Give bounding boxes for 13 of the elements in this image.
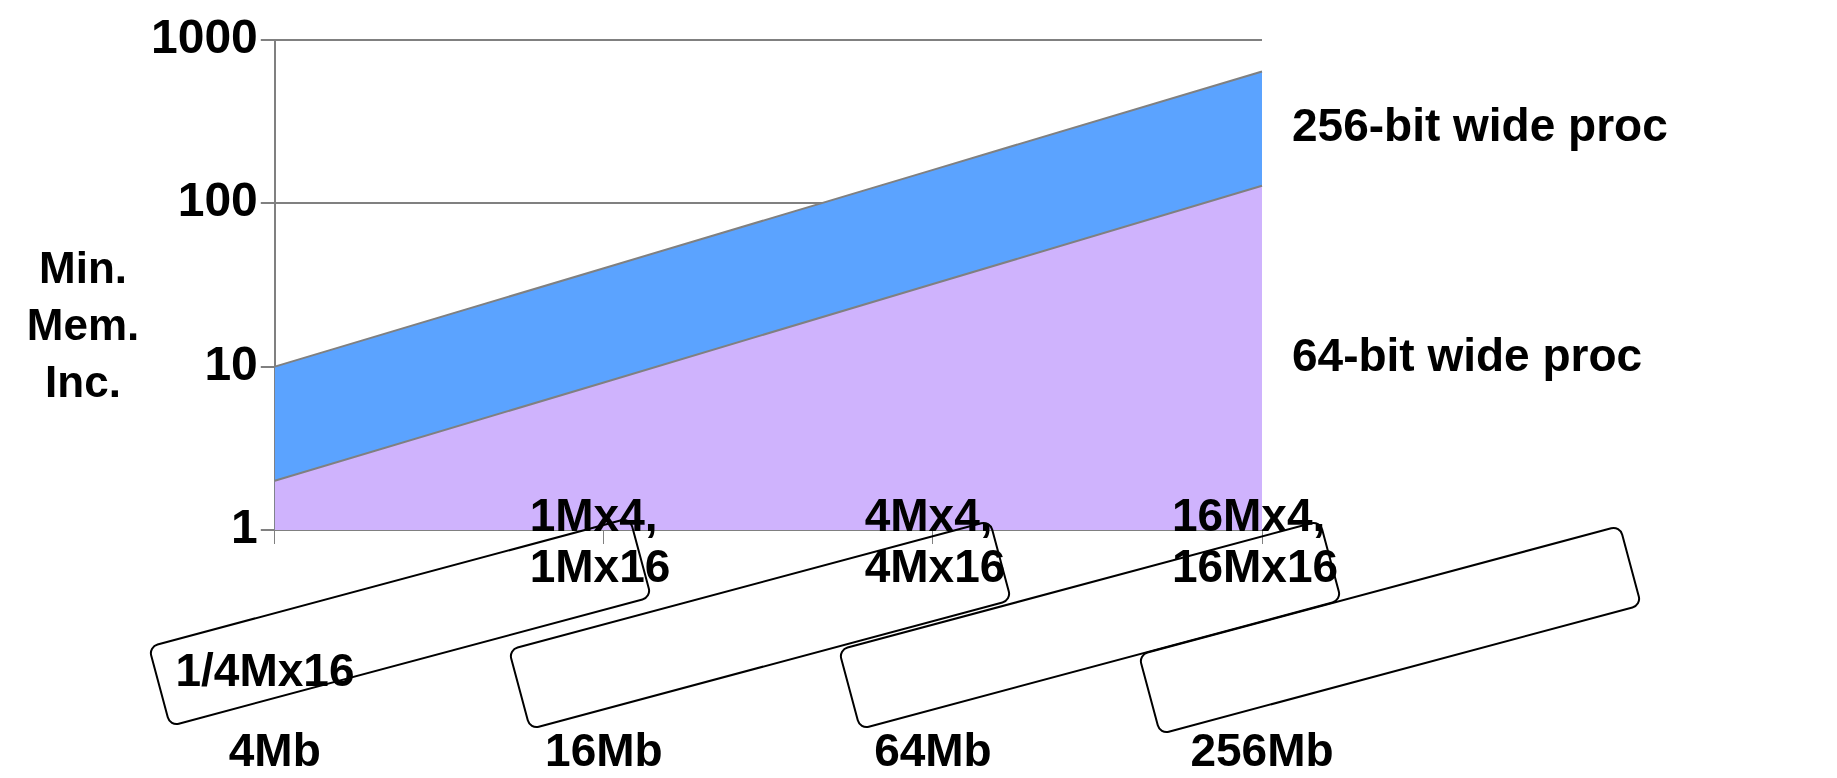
y-tick-label: 100 — [177, 173, 258, 227]
y-tick-label: 1 — [231, 500, 258, 554]
text: 1/4Mx16 — [175, 643, 355, 696]
y-tick-label: 1000 — [151, 10, 258, 64]
x-tick-label: 16Mb — [545, 723, 663, 776]
y-tick-label: 10 — [204, 336, 258, 390]
x-tick-label: 64Mb — [874, 723, 992, 776]
series-label: 256-bit wide proc — [1292, 99, 1668, 152]
annotation: 4Mx4, 4Mx16 — [864, 489, 1006, 592]
x-tick-label: 256Mb — [1190, 723, 1334, 776]
series-label: 64-bit wide proc — [1292, 328, 1643, 381]
x-tick-label: 4Mb — [228, 723, 321, 776]
y-axis-title: Min. Mem. Inc. — [26, 243, 140, 407]
